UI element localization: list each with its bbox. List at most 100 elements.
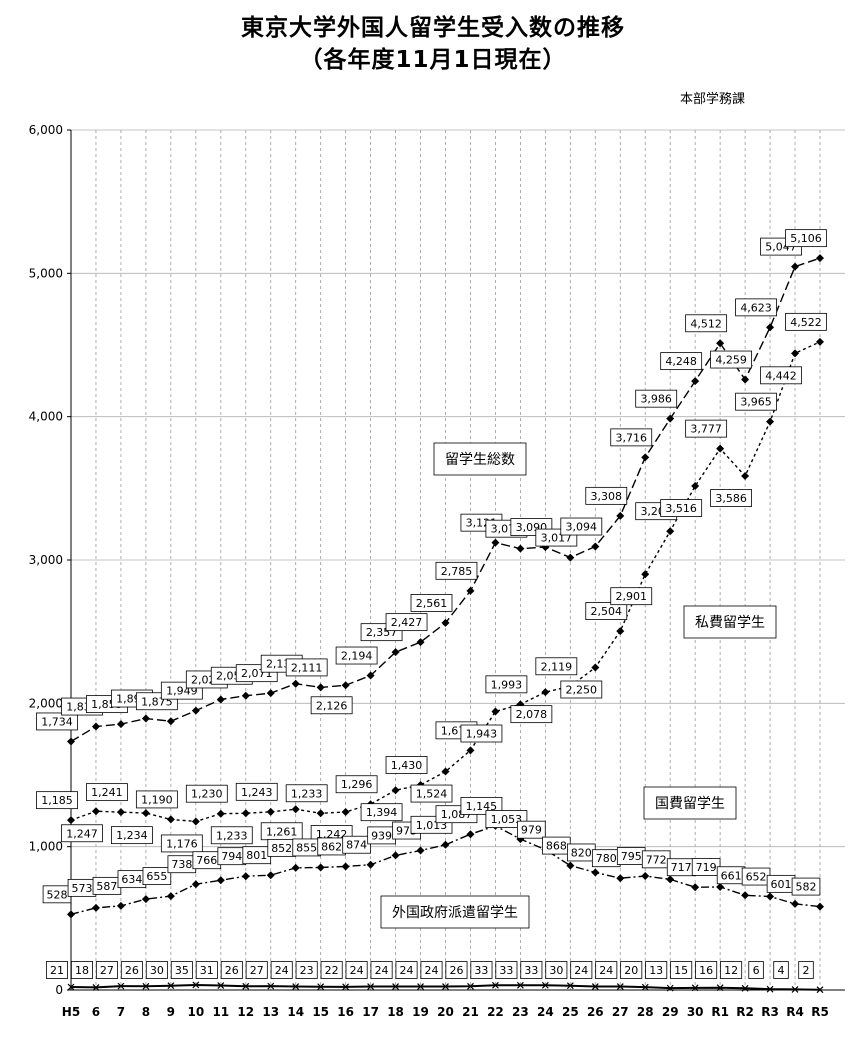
svg-text:1,234: 1,234 xyxy=(116,829,148,842)
data-point xyxy=(442,983,449,990)
data-point xyxy=(766,323,775,332)
svg-text:655: 655 xyxy=(146,870,167,883)
y-tick-label: 4,000 xyxy=(29,410,63,424)
data-label: 2,126 xyxy=(310,696,353,715)
series-name-label: 私費留学生 xyxy=(683,605,777,639)
data-point xyxy=(341,862,350,871)
data-point xyxy=(691,377,700,386)
data-point xyxy=(217,982,225,989)
svg-text:2,561: 2,561 xyxy=(416,597,448,610)
data-label: 652 xyxy=(741,867,771,886)
data-label: 862 xyxy=(317,837,346,856)
data-label: 35 xyxy=(170,961,193,979)
data-label: 573 xyxy=(67,878,97,897)
x-tick-label: 21 xyxy=(462,1005,479,1019)
data-label: 31 xyxy=(195,961,218,979)
data-point xyxy=(591,983,599,990)
svg-text:5,106: 5,106 xyxy=(790,232,822,245)
data-point xyxy=(166,892,175,901)
data-label: 26 xyxy=(220,961,243,979)
data-labels: 1,7341,8381,8551,8941,8751,9492,0272,053… xyxy=(36,229,827,979)
svg-text:855: 855 xyxy=(296,841,317,854)
data-point xyxy=(292,983,300,990)
data-point xyxy=(791,899,800,908)
data-point xyxy=(541,981,549,989)
data-point xyxy=(441,840,450,849)
svg-text:私費留学生: 私費留学生 xyxy=(695,615,765,631)
data-point xyxy=(716,444,725,453)
data-label: 12 xyxy=(720,961,743,979)
x-tick-label: 23 xyxy=(512,1005,529,1019)
svg-text:2,427: 2,427 xyxy=(391,616,423,629)
svg-text:573: 573 xyxy=(71,882,92,895)
data-point xyxy=(391,786,400,795)
data-point xyxy=(641,570,650,579)
data-label: 1,145 xyxy=(460,796,503,815)
svg-text:1,430: 1,430 xyxy=(391,759,423,772)
svg-text:1,993: 1,993 xyxy=(491,678,523,691)
svg-text:4,623: 4,623 xyxy=(740,301,772,314)
data-point xyxy=(616,874,625,883)
data-label: 3,586 xyxy=(710,489,752,507)
x-tick-label: R2 xyxy=(736,1005,754,1019)
svg-text:33: 33 xyxy=(499,964,513,977)
data-label: 33 xyxy=(520,961,543,979)
x-tick-label: 17 xyxy=(362,1005,379,1019)
data-label: 1,190 xyxy=(135,790,178,809)
svg-text:1,247: 1,247 xyxy=(66,827,98,840)
data-label: 3,308 xyxy=(585,486,628,505)
data-label: 587 xyxy=(92,876,122,895)
data-point xyxy=(666,984,674,992)
svg-text:2,785: 2,785 xyxy=(441,565,473,578)
svg-text:3,986: 3,986 xyxy=(640,393,672,406)
svg-text:3,965: 3,965 xyxy=(740,396,772,409)
data-label: 24 xyxy=(395,961,418,979)
data-label: 1,247 xyxy=(61,824,103,843)
data-label: 1,524 xyxy=(410,784,453,803)
data-point xyxy=(316,809,325,818)
x-tick-label: 11 xyxy=(212,1005,229,1019)
data-point xyxy=(741,472,750,481)
data-label: 15 xyxy=(670,961,693,979)
data-point xyxy=(467,982,474,990)
svg-text:1,230: 1,230 xyxy=(191,788,223,801)
title-line-1: 東京大学外国人留学生受入数の推移 xyxy=(241,15,625,41)
data-point xyxy=(566,861,575,870)
svg-text:24: 24 xyxy=(275,964,289,977)
x-tick-label: 25 xyxy=(562,1005,579,1019)
data-point xyxy=(616,627,625,636)
svg-text:2: 2 xyxy=(803,964,810,977)
svg-text:3,094: 3,094 xyxy=(566,521,598,534)
svg-text:852: 852 xyxy=(271,842,292,855)
data-point xyxy=(141,895,150,904)
svg-text:874: 874 xyxy=(346,839,367,852)
y-tick-label: 2,000 xyxy=(29,696,63,710)
data-label: 528 xyxy=(42,885,72,904)
data-label: 4 xyxy=(773,961,789,979)
svg-text:2,119: 2,119 xyxy=(541,660,573,673)
data-label: 1,261 xyxy=(260,822,303,841)
svg-text:2,078: 2,078 xyxy=(516,708,548,721)
data-label: 634 xyxy=(117,870,147,889)
svg-text:1,296: 1,296 xyxy=(341,778,373,791)
data-label: 1,053 xyxy=(485,810,528,828)
svg-text:820: 820 xyxy=(571,846,592,859)
data-label: 24 xyxy=(570,961,593,979)
data-label: 1,243 xyxy=(235,782,278,801)
svg-text:3,777: 3,777 xyxy=(690,423,722,436)
x-tick-label: 16 xyxy=(337,1005,354,1019)
data-point xyxy=(416,846,425,855)
data-label: 1,430 xyxy=(385,756,428,774)
data-point xyxy=(691,883,700,892)
data-point xyxy=(342,983,350,991)
data-label: 27 xyxy=(245,961,268,979)
data-point xyxy=(216,695,225,704)
data-point xyxy=(116,720,125,729)
data-label: 801 xyxy=(242,846,272,865)
data-label: 24 xyxy=(420,961,443,979)
data-label: 21 xyxy=(46,961,69,979)
data-label: 772 xyxy=(641,850,671,869)
data-label: 30 xyxy=(145,961,168,979)
svg-text:719: 719 xyxy=(696,861,717,874)
